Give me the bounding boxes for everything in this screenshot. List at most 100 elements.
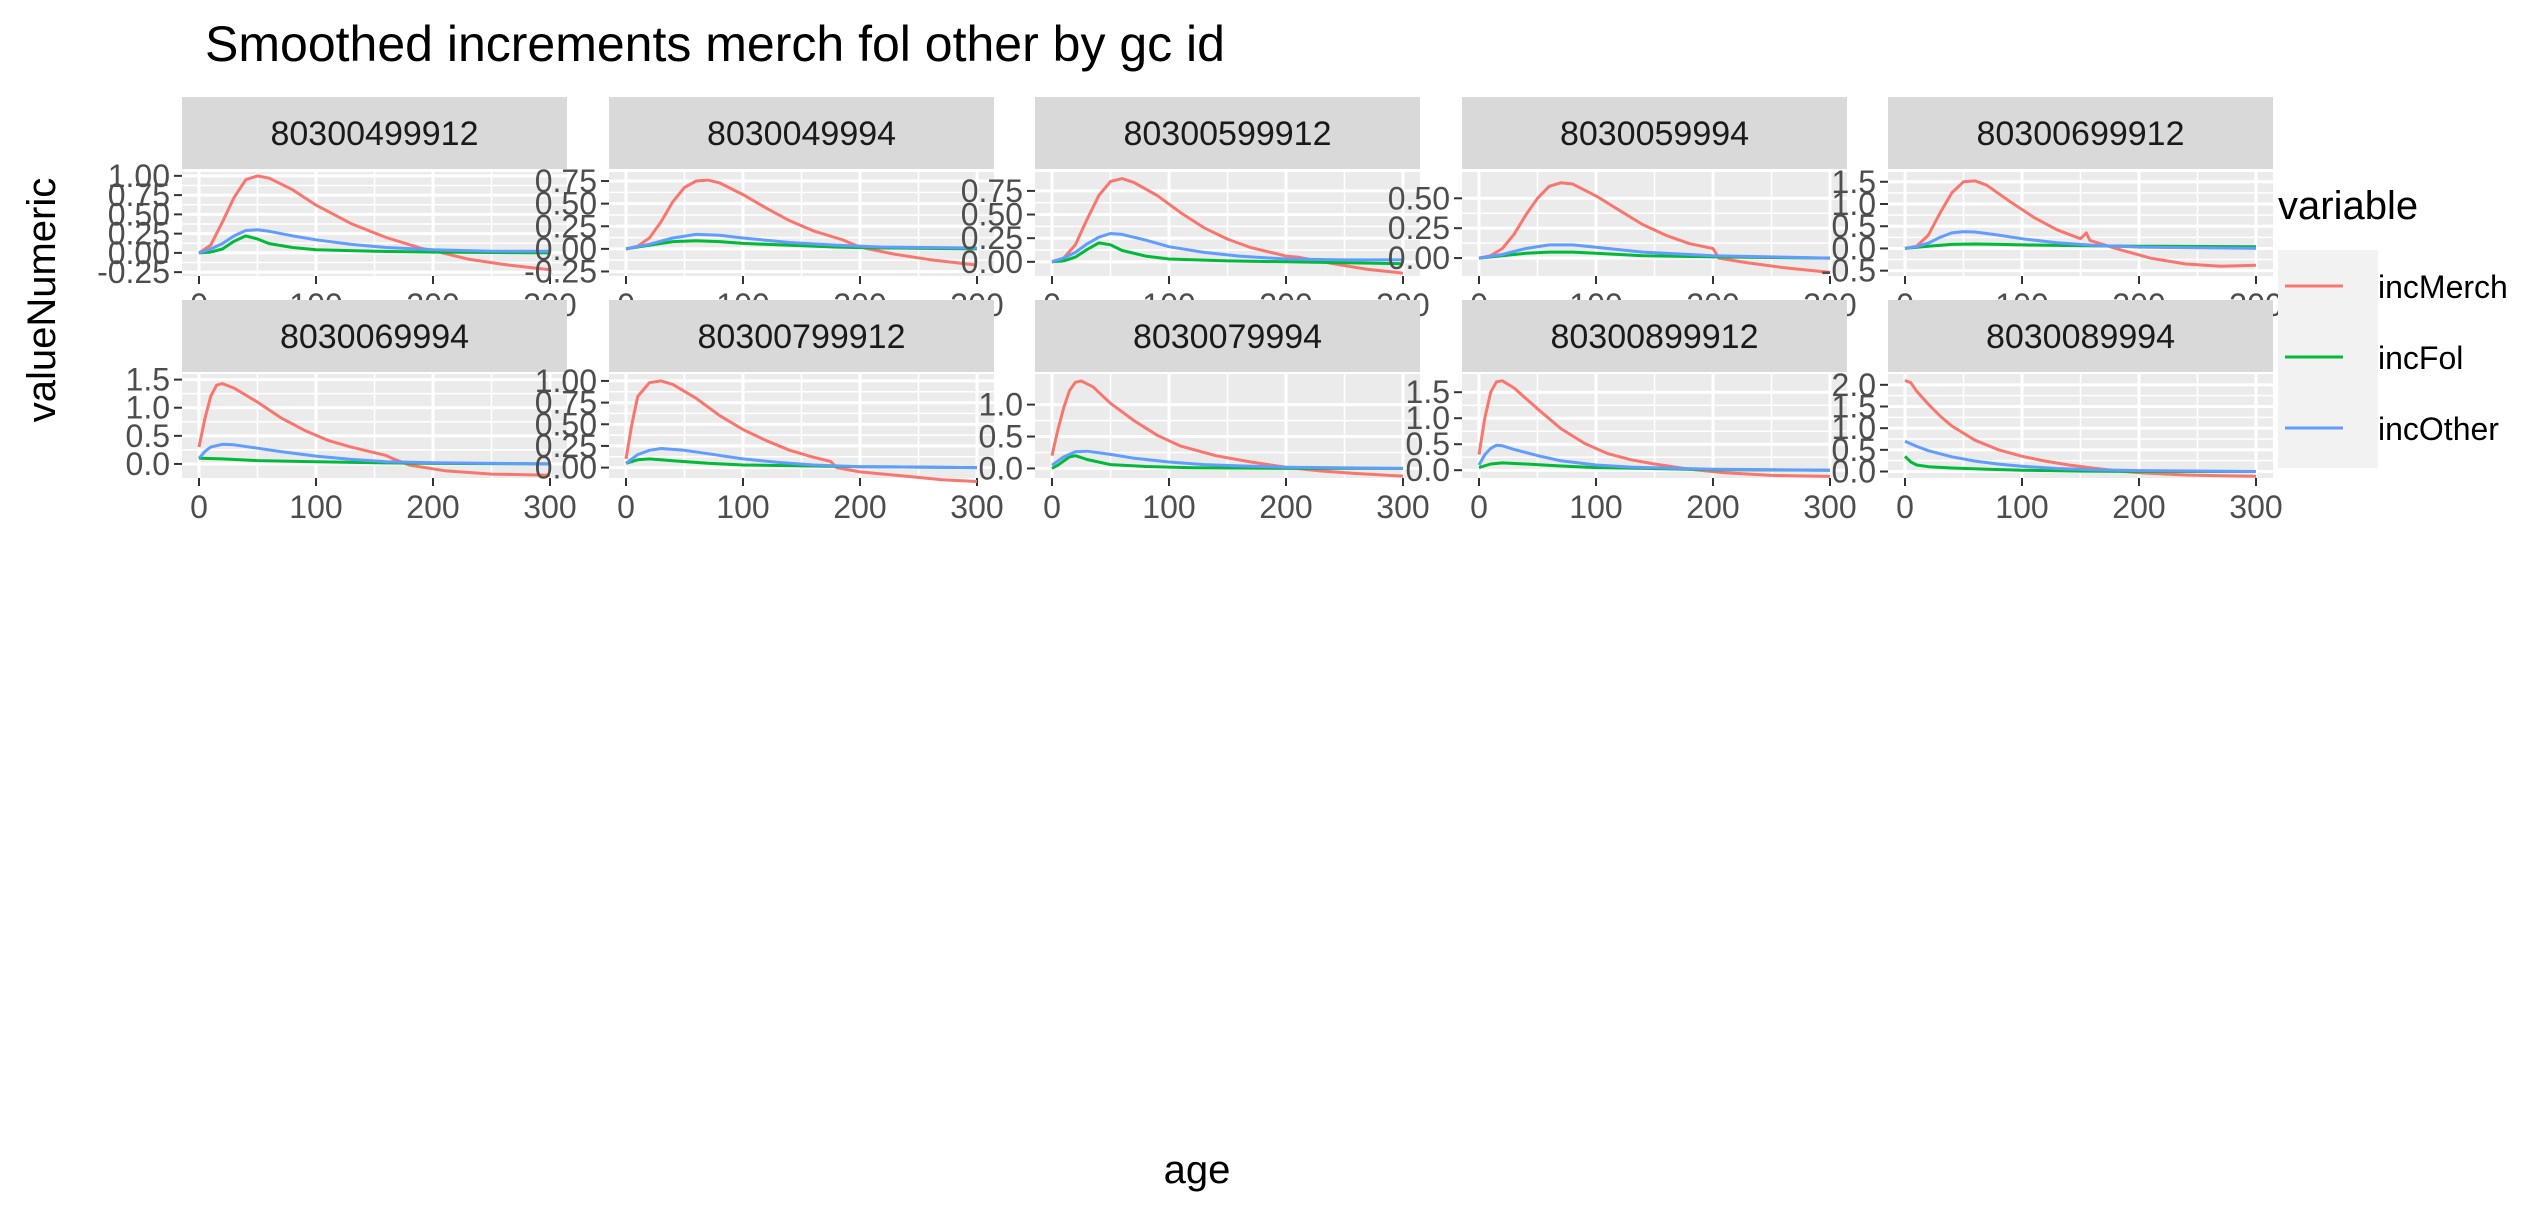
y-tick-label: 1.0 [1832,410,1876,446]
y-tick-label: 0.25 [108,216,170,252]
y-tick-label: 0.5 [1832,208,1876,244]
x-tick-label: 100 [1569,489,1622,525]
facet-panel-80300799912: 80300799912 0 100 200 300 0.000.250.500.751.0… [535,300,1004,525]
y-tick-label: 0.00 [108,235,170,271]
y-tick-label: 1.0 [1832,186,1876,222]
legend-label-incother: incOther [2378,411,2499,447]
y-tick-label: 0.5 [1832,432,1876,468]
legend-title: variable [2278,184,2418,228]
facet-strip-label: 8030069994 [280,318,469,356]
x-tick-label: 100 [1142,489,1195,525]
series-line-incfol [1051,454,1403,470]
facet-panel-8030089994: 8030089994 0 100 200 300 0.00.51.01.52.0 [1832,300,2283,525]
facet-panel-8030079994: 8030079994 0 100 200 300 0.00.51.0 [979,300,1430,525]
y-tick-label: -0.25 [524,253,597,289]
y-tick-label: 0.75 [108,177,170,213]
facet-panel-80300599912: 8030059991201002003000.000.250.500.75 [961,97,1430,323]
y-tick-label: -0.25 [97,254,170,290]
x-tick-label: 100 [1995,489,2048,525]
facet-strip-label: 8030089994 [1986,318,2175,356]
y-tick-label: 0.5 [1406,426,1450,462]
facet-strip-label: 80300799912 [697,318,905,356]
series-line-incfol [1478,250,1831,260]
series-line-incother [198,228,550,255]
y-tick-label: 2.0 [1832,367,1876,403]
x-tick-label: 100 [716,489,769,525]
x-tick-label: 300 [1803,489,1856,525]
facet-panel-8030049994: 80300499940100200300-0.250.000.250.500.7… [524,97,1004,323]
x-axis-title: age [1164,1148,1231,1192]
facet-strip [609,97,994,169]
y-tick-label: 0.0 [979,450,1023,486]
facet-strip-label: 80300899912 [1550,318,1758,356]
y-tick-label: 0.75 [535,385,597,421]
y-tick-label: 0.50 [535,186,597,222]
y-tick-label: 1.0 [1406,400,1450,436]
facet-strip [609,300,994,372]
y-tick-label: 0.5 [979,419,1023,455]
y-tick-label: 0.0 [1406,452,1450,488]
series-line-incother [197,442,551,466]
y-tick-label: 1.00 [108,158,170,194]
y-tick-label: 0.00 [535,231,597,267]
facet-strip [182,97,567,169]
x-tick-label: 200 [406,489,459,525]
series-line-incfol [198,234,551,255]
y-tick-label: 0.00 [961,244,1023,280]
facet-panel-8030059994: 803005999401002003000.000.250.50 [1388,97,1857,323]
x-tick-label: 0 [1470,489,1488,525]
facet-strip-label: 8030049994 [707,115,896,153]
y-tick-label: 1.0 [979,387,1023,423]
x-tick-label: 200 [833,489,886,525]
legend-key-background [2278,250,2378,468]
y-tick-label: 1.5 [1406,374,1450,410]
x-tick-label: 0 [190,489,208,525]
facet-strip-label: 8030059994 [1560,115,1749,153]
y-tick-label: 0.50 [535,406,597,442]
series-line-incmerch [197,382,551,477]
facet-strip-label: 80300699912 [1976,115,2184,153]
x-tick-label: 200 [1686,489,1739,525]
x-tick-label: 0 [617,489,635,525]
legend-label-incfol: incFol [2378,340,2463,376]
y-tick-label: 0.0 [126,446,170,482]
facet-panels: 803004999120100200300-0.250.000.250.500.… [97,97,2283,525]
x-tick-label: 300 [2229,489,2282,525]
y-tick-label: 0.75 [535,163,597,199]
series-line-incother [1051,232,1403,264]
y-tick-label: 0.25 [1388,210,1450,246]
y-tick-label: 0.0 [1832,230,1876,266]
y-tick-label: 0.25 [961,220,1023,256]
facet-strip [1888,97,2273,169]
x-tick-label: 300 [950,489,1003,525]
y-tick-label: 0.50 [108,196,170,232]
y-tick-label: 0.75 [961,173,1023,209]
y-tick-label: 0.50 [961,197,1023,233]
x-tick-label: 0 [1896,489,1914,525]
y-tick-label: 0.25 [535,208,597,244]
series-line-incother [1051,449,1404,470]
facet-strip-label: 80300599912 [1123,115,1331,153]
series-line-incother [1478,243,1831,260]
chart-title: Smoothed increments merch fol other by g… [205,16,1225,72]
y-tick-label: 1.5 [126,362,170,398]
x-tick-label: 200 [2112,489,2165,525]
x-tick-label: 0 [1043,489,1061,525]
x-tick-label: 300 [523,489,576,525]
series-line-incmerch [624,379,978,483]
y-tick-label: 0.0 [1832,454,1876,490]
facet-strip [1035,97,1420,169]
facet-panel-80300699912: 803006999120100200300-0.50.00.51.01.5 [1821,97,2283,323]
series-line-incmerch [1904,179,2257,268]
y-tick-label: 1.5 [1832,164,1876,200]
series-line-incmerch [198,174,551,272]
series-line-incfol [1051,241,1404,266]
y-tick-label: 1.5 [1832,389,1876,425]
facet-strip [1035,300,1420,372]
y-tick-label: 1.0 [126,390,170,426]
y-tick-label: 0.00 [1388,240,1450,276]
y-tick-label: 1.00 [535,363,597,399]
facet-panel-8030069994: 8030069994 0 100 200 300 0.00.51.01.5 [126,300,577,525]
x-tick-label: 300 [1376,489,1429,525]
facet-panel-80300499912: 803004999120100200300-0.250.000.250.500.… [97,97,577,323]
